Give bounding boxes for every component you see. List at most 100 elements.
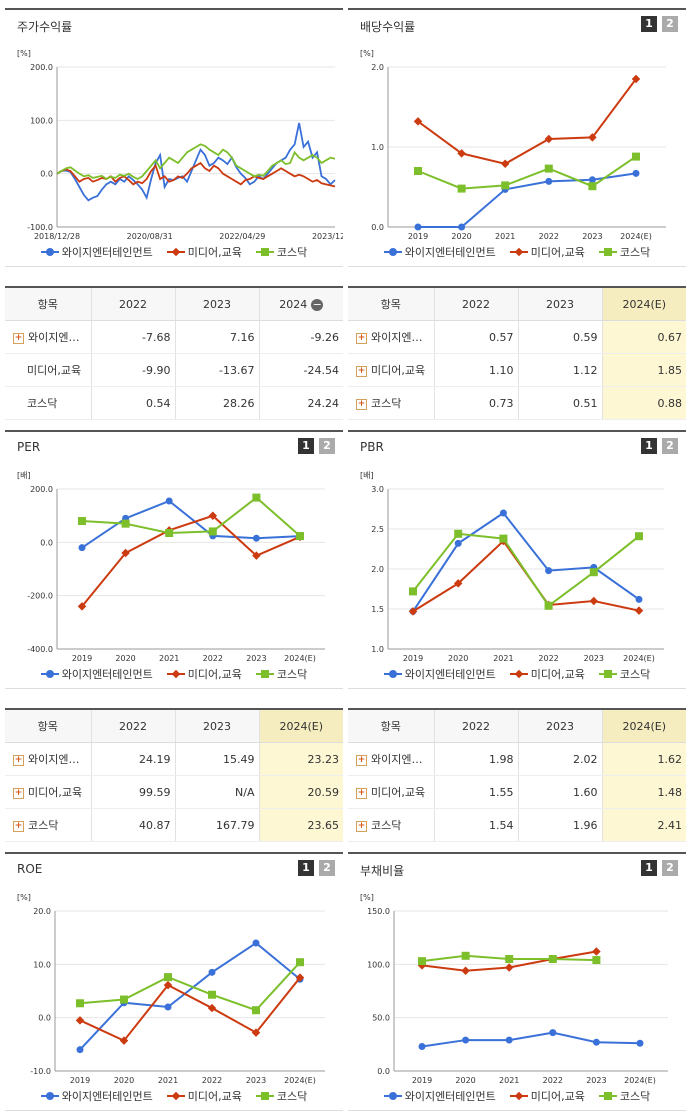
row-label: 미디어,교육 bbox=[5, 353, 91, 387]
page-1-button[interactable]: 1 bbox=[298, 860, 314, 876]
table-cell: 1.54 bbox=[433, 808, 518, 842]
page-2-button[interactable]: 2 bbox=[662, 860, 678, 876]
row-label[interactable]: + 코스닥 bbox=[348, 386, 434, 420]
expand-plus-icon[interactable]: + bbox=[13, 820, 24, 832]
legend-item[interactable]: 와이지엔터테인먼트 bbox=[383, 666, 496, 682]
data-point bbox=[592, 947, 601, 956]
row-label-text: 미디어,교육 bbox=[371, 364, 426, 377]
legend-item[interactable]: 와이지엔터테인먼트 bbox=[40, 1088, 153, 1104]
col-header: 항목 bbox=[348, 709, 434, 743]
data-point bbox=[588, 133, 597, 142]
page-2-button[interactable]: 2 bbox=[319, 438, 335, 454]
y-tick-label: 0.0 bbox=[377, 1067, 390, 1076]
row-label[interactable]: + 와이지엔… bbox=[5, 320, 91, 354]
legend-item[interactable]: 미디어,교육 bbox=[509, 1088, 585, 1104]
legend-diamond-icon bbox=[509, 1091, 528, 1101]
page-2-button[interactable]: 2 bbox=[319, 860, 335, 876]
expand-plus-icon[interactable]: + bbox=[356, 820, 367, 832]
legend-item[interactable]: 코스닥 bbox=[255, 1088, 307, 1104]
x-tick-label: 2022 bbox=[543, 1076, 563, 1085]
expand-plus-icon[interactable]: + bbox=[13, 332, 24, 344]
y-unit-label: [%] bbox=[360, 893, 374, 902]
pbr-chart-panel: PBR 1 2 [배] 3.0 2.5 2.0 1.5 1.0 2019 2020 2021 20… bbox=[348, 430, 686, 689]
legend-item[interactable]: 코스닥 bbox=[598, 1088, 651, 1104]
expand-plus-icon[interactable]: + bbox=[13, 787, 24, 799]
series-line-3 bbox=[56, 143, 336, 181]
legend-item[interactable]: 미디어,교육 bbox=[166, 244, 242, 260]
table-cell: 1.12 bbox=[517, 353, 602, 387]
y-unit-label: [%] bbox=[17, 49, 31, 58]
legend-label: 와이지엔터테인먼트 bbox=[404, 1090, 496, 1103]
row-label-text: 코스닥 bbox=[371, 397, 402, 410]
page-1-button[interactable]: 1 bbox=[641, 16, 657, 32]
table-cell: -9.90 bbox=[90, 353, 175, 387]
table-cell: 2.02 bbox=[517, 742, 602, 776]
series-line bbox=[81, 514, 301, 607]
legend-item[interactable]: 미디어,교육 bbox=[166, 666, 242, 682]
page-1-button[interactable]: 1 bbox=[298, 438, 314, 454]
legend-item[interactable]: 코스닥 bbox=[255, 244, 307, 260]
collapse-icon[interactable]: − bbox=[311, 297, 324, 311]
x-tick-label: 2022 bbox=[539, 232, 559, 241]
expand-plus-icon[interactable]: + bbox=[356, 754, 367, 766]
row-label[interactable]: + 와이지엔… bbox=[348, 742, 434, 776]
row-label[interactable]: + 와이지엔… bbox=[348, 320, 434, 354]
x-tick-label: 2024(E) bbox=[623, 654, 655, 663]
legend-item[interactable]: 와이지엔터테인먼트 bbox=[383, 244, 496, 260]
legend-label: 코스닥 bbox=[619, 1090, 651, 1103]
y-tick-label: 20.0 bbox=[33, 907, 51, 916]
expand-plus-icon[interactable]: + bbox=[356, 332, 367, 344]
table-cell: 1.55 bbox=[433, 775, 518, 809]
page-2-button[interactable]: 2 bbox=[662, 438, 678, 454]
legend-item[interactable]: 와이지엔터테인먼트 bbox=[40, 244, 153, 260]
series-line bbox=[417, 78, 637, 165]
legend-item[interactable]: 와이지엔터테인먼트 bbox=[383, 1088, 496, 1104]
expand-plus-icon[interactable]: + bbox=[356, 787, 367, 799]
legend-item[interactable]: 미디어,교육 bbox=[166, 1088, 242, 1104]
x-tick-label: 2020/08/31 bbox=[127, 232, 173, 241]
x-tick-label: 2023 bbox=[586, 1076, 606, 1085]
legend-label: 미디어,교육 bbox=[530, 1090, 585, 1103]
row-label[interactable]: + 코스닥 bbox=[348, 808, 434, 842]
per-chart-panel: PER 1 2 [배] 200.0 0.0 -200.0 -400.0 2019 2020 2… bbox=[5, 430, 343, 689]
expand-plus-icon[interactable]: + bbox=[356, 365, 367, 377]
y-tick-label: 200.0 bbox=[30, 63, 53, 72]
row-label[interactable]: + 미디어,교육 bbox=[348, 353, 434, 387]
price-chart-title: 주가수익률 bbox=[17, 20, 73, 34]
data-point bbox=[207, 1003, 217, 1013]
legend-diamond-icon bbox=[509, 247, 528, 257]
data-point bbox=[164, 973, 172, 982]
data-point bbox=[545, 567, 553, 575]
y-tick-label: -100.0 bbox=[27, 223, 53, 232]
series-line bbox=[412, 532, 640, 608]
x-tick-label: 2021 bbox=[495, 232, 515, 241]
data-point bbox=[76, 1046, 84, 1054]
data-point bbox=[252, 534, 260, 542]
expand-plus-icon[interactable]: + bbox=[356, 398, 367, 410]
page-1-button[interactable]: 1 bbox=[641, 860, 657, 876]
series-line bbox=[418, 172, 637, 228]
x-tick-label: 2022 bbox=[538, 654, 558, 663]
col-header: 항목 bbox=[348, 287, 434, 321]
row-label[interactable]: + 와이지엔… bbox=[5, 742, 91, 776]
row-label[interactable]: + 코스닥 bbox=[5, 808, 91, 842]
legend-item[interactable]: 미디어,교육 bbox=[509, 666, 585, 682]
legend-item[interactable]: 코스닥 bbox=[255, 666, 307, 682]
table-cell: 15.49 bbox=[174, 742, 259, 776]
page-1-button[interactable]: 1 bbox=[641, 438, 657, 454]
table-row: + 코스닥 0.73 0.51 0.88 bbox=[348, 386, 686, 420]
table-cell: 1.10 bbox=[433, 353, 518, 387]
row-label[interactable]: + 미디어,교육 bbox=[348, 775, 434, 809]
legend-item[interactable]: 미디어,교육 bbox=[509, 244, 585, 260]
legend-item[interactable]: 코스닥 bbox=[598, 666, 650, 682]
legend-item[interactable]: 와이지엔터테인먼트 bbox=[40, 666, 153, 682]
x-tick-label: 2023 bbox=[246, 654, 266, 663]
roe-chart: [%]20.0 10.0 0.0 -10.0 2019 2020 2021 2022 2023 2… bbox=[17, 893, 325, 1085]
row-label[interactable]: + 미디어,교육 bbox=[5, 775, 91, 809]
expand-plus-icon[interactable]: + bbox=[13, 754, 24, 766]
page-2-button[interactable]: 2 bbox=[662, 16, 678, 32]
pbr-pager: 1 2 bbox=[641, 438, 678, 454]
data-point bbox=[588, 176, 596, 184]
legend-item[interactable]: 코스닥 bbox=[598, 244, 650, 260]
table-row: + 코스닥 40.87 167.79 23.65 bbox=[5, 808, 343, 842]
